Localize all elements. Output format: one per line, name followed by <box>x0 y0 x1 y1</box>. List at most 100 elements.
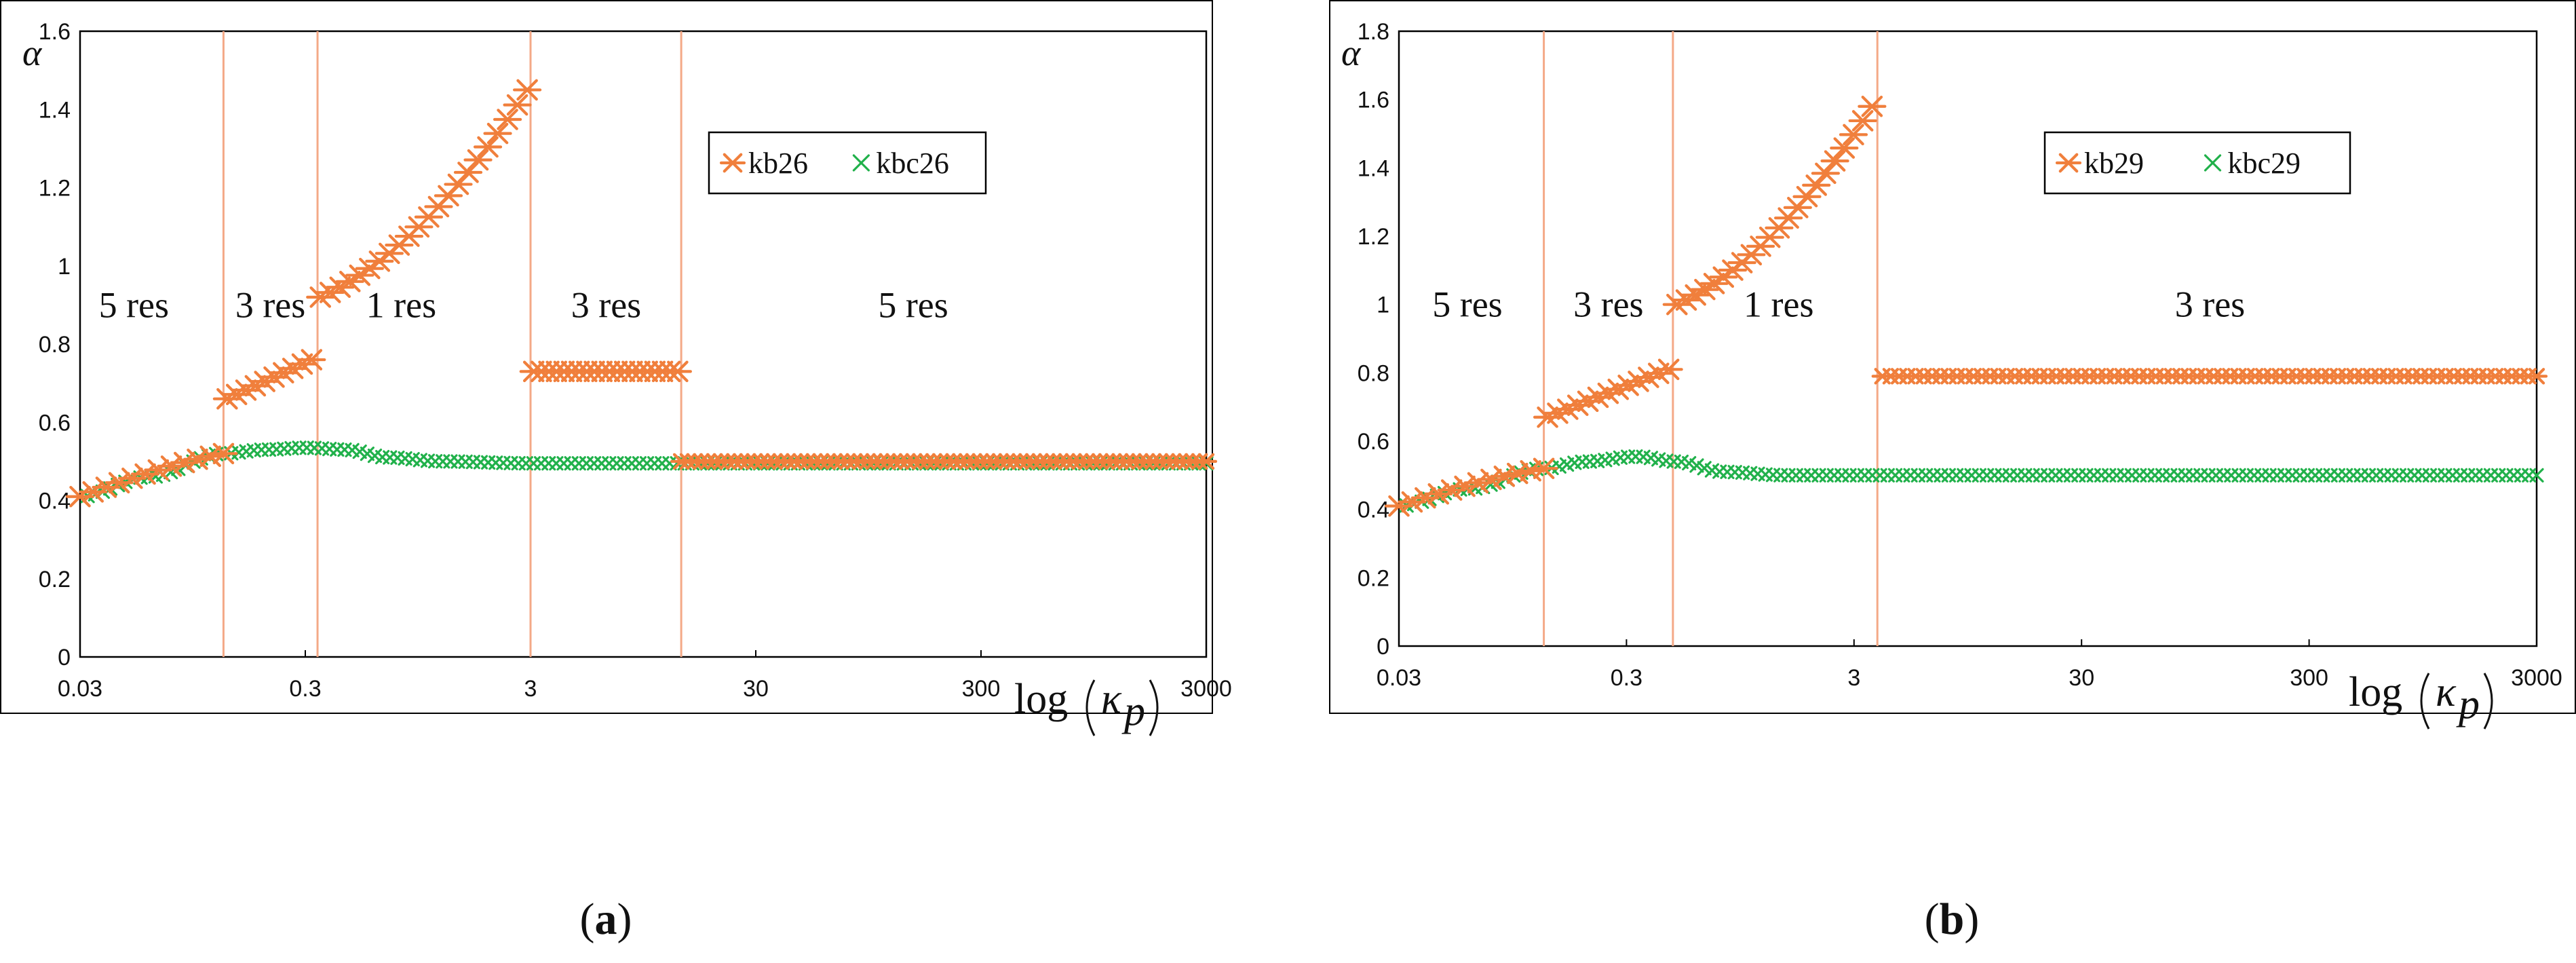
region-label: 1 res <box>366 284 436 325</box>
y-tick-label: 1.2 <box>39 176 71 202</box>
caption-open: ( <box>580 894 595 944</box>
x-tick-label: 300 <box>2290 665 2328 691</box>
legend: kb29 kbc29 <box>2043 131 2351 195</box>
x-tick-label: 3000 <box>2511 665 2562 691</box>
caption-letter: b <box>1940 894 1965 944</box>
chart-panel-a: 0 0.2 0.4 0.6 0.8 1 1.2 1.4 1.6 0.03 0.3 3 30 300 3000… <box>0 0 1232 944</box>
asterisk-marker <box>1529 457 1558 480</box>
asterisk-marker <box>1858 95 1887 117</box>
region-label: 5 res <box>878 284 948 325</box>
asterisk-marker <box>365 250 394 272</box>
series-kbc29 <box>1391 449 2544 514</box>
y-tick-label: 1 <box>58 254 71 280</box>
y-tick-label: 1.4 <box>39 97 71 123</box>
x-axis-label-prefix: log <box>2349 669 2402 715</box>
legend-label-kbc26: kbc26 <box>876 147 949 180</box>
caption-close: ) <box>1964 894 1979 944</box>
region-label: 3 res <box>2175 284 2245 325</box>
asterisk-marker <box>434 185 463 207</box>
x-axis-label-var: κ <box>1101 676 1122 722</box>
x-tick-label: 30 <box>2069 665 2094 691</box>
asterisk-marker <box>209 442 238 465</box>
legend-label-kbc29: kbc29 <box>2228 147 2301 180</box>
legend-box <box>2043 131 2351 195</box>
cross-marker <box>1682 456 1697 471</box>
caption-open: ( <box>1925 894 1940 944</box>
y-tick-label: 1.6 <box>1358 88 1389 113</box>
asterisk-marker <box>1195 453 1218 470</box>
y-tick-label: 0 <box>1377 634 1389 660</box>
caption-letter: a <box>595 894 617 944</box>
plot-area <box>79 30 1208 658</box>
asterisk-marker <box>1783 197 1812 219</box>
region-label: 3 res <box>1573 284 1643 325</box>
plot-area <box>1398 30 2538 647</box>
asterisk-marker <box>1792 185 1822 208</box>
x-tick-label: 3 <box>524 676 537 702</box>
asterisk-marker <box>1654 358 1683 381</box>
x-tick-label: 3000 <box>1180 676 1232 702</box>
y-tick-label: 0 <box>58 645 71 671</box>
series-kbc26 <box>73 440 1214 504</box>
y-tick-label: 0.2 <box>39 567 71 592</box>
left-paren <box>2420 673 2430 730</box>
asterisk-marker <box>1811 162 1840 185</box>
cross-marker <box>2204 154 2222 172</box>
series-kb29 <box>1384 95 2548 517</box>
left-paren <box>1085 679 1096 736</box>
chart-panel-b: 0 0.2 0.4 0.6 0.8 1 1.2 1.4 1.6 1.8 0.03 0.3 3 30 300 3… <box>1329 0 2576 944</box>
x-tick-label: 30 <box>743 676 769 702</box>
x-tick-label: 0.03 <box>1377 665 1421 691</box>
region-label: 5 res <box>99 284 169 325</box>
cross-marker <box>1689 458 1704 473</box>
chart-frame <box>0 0 1213 714</box>
asterisk-marker <box>1830 137 1859 159</box>
asterisk-marker <box>663 360 692 383</box>
panel-caption: (b) <box>1925 894 1980 944</box>
y-tick-label: 1 <box>1377 292 1389 318</box>
asterisk-marker <box>513 79 542 101</box>
y-tick-label: 1.4 <box>1358 155 1389 181</box>
right-paren <box>2483 673 2493 730</box>
legend: kb26 kbc26 <box>708 131 987 195</box>
asterisk-marker <box>297 349 326 371</box>
x-axis-label-prefix: log <box>1014 676 1068 722</box>
y-tick-label: 0.8 <box>39 332 71 358</box>
region-label: 3 res <box>235 284 305 325</box>
y-tick-label: 1.6 <box>39 19 71 45</box>
x-axis-label-var: κ <box>2436 669 2457 715</box>
y-axis-label: α <box>22 33 43 73</box>
asterisk-marker <box>2525 368 2548 385</box>
x-axis-label: log κ p <box>1014 676 1159 736</box>
asterisk-marker <box>483 122 512 145</box>
x-axis-label-sub: p <box>1121 688 1145 734</box>
cross-marker <box>1697 461 1712 476</box>
chart-frame <box>1329 0 2576 714</box>
y-tick-label: 0.8 <box>1358 360 1389 386</box>
panel-caption: (a) <box>580 894 632 944</box>
x-tick-label: 300 <box>962 676 1001 702</box>
region-label: 3 res <box>571 284 641 325</box>
x-tick-label: 0.3 <box>1611 665 1642 691</box>
y-tick-label: 0.6 <box>1358 429 1389 455</box>
series-kb26 <box>65 79 1218 508</box>
asterisk-marker <box>463 149 493 171</box>
y-tick-label: 1.8 <box>1358 19 1389 45</box>
asterisk-marker <box>306 286 335 308</box>
cross-marker <box>2529 468 2544 483</box>
y-axis-label: α <box>1341 33 1362 73</box>
asterisk-marker <box>1848 110 1877 132</box>
y-tick-label: 0.4 <box>1358 497 1389 523</box>
y-tick-label: 0.2 <box>1358 565 1389 591</box>
legend-label-kb26: kb26 <box>748 147 808 180</box>
y-tick-label: 0.6 <box>39 410 71 436</box>
asterisk-marker <box>453 162 483 183</box>
caption-close: ) <box>617 894 632 944</box>
right-paren <box>1149 679 1159 736</box>
asterisk-marker <box>444 173 473 195</box>
asterisk-marker <box>1839 124 1868 146</box>
x-tick-label: 0.03 <box>58 676 102 702</box>
x-tick-label: 0.3 <box>289 676 321 702</box>
asterisk-marker <box>719 153 746 173</box>
